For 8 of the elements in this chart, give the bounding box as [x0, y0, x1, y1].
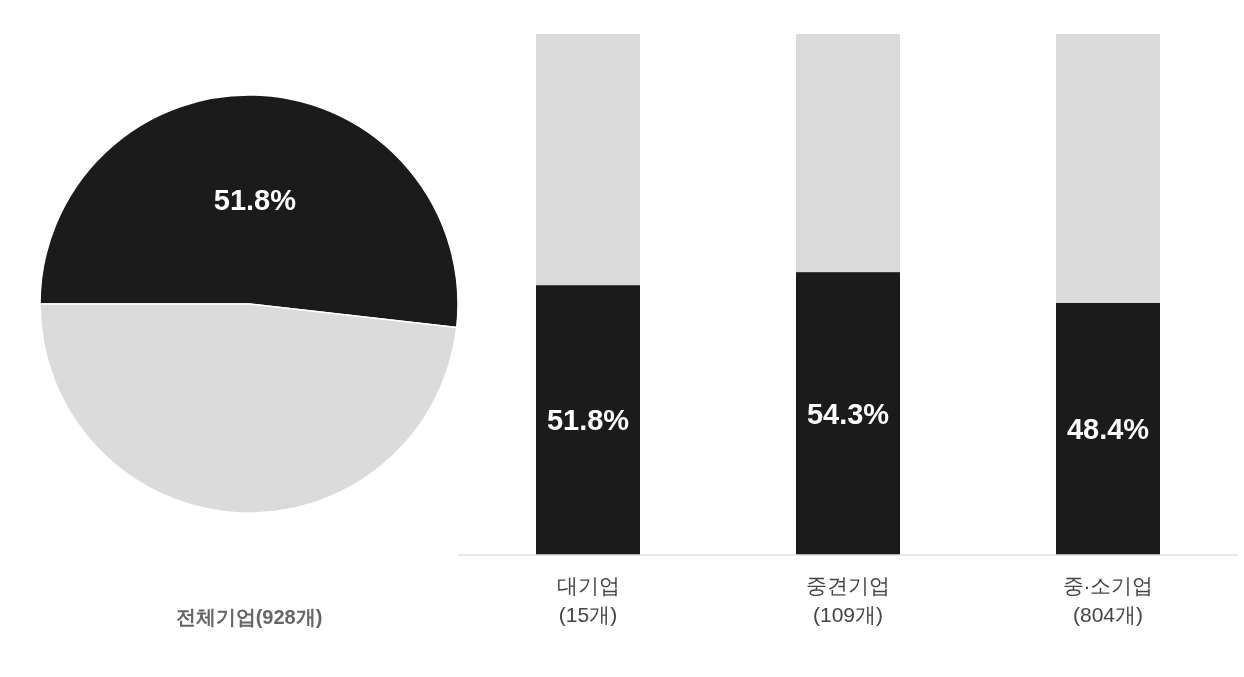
x-tick-label: 중·소기업 (804개) — [1062, 573, 1154, 626]
x-tick-label: 대기업 (15개) — [556, 573, 620, 626]
data-label: 51.8% — [546, 404, 630, 437]
data-label: 54.3% — [806, 397, 890, 430]
x-tick-label: 중견기업 (109개) — [806, 573, 890, 626]
text: 전체기업(928개) — [175, 606, 323, 628]
data-label: 48.4% — [1066, 412, 1150, 445]
data-label: 51.8% — [213, 183, 297, 216]
